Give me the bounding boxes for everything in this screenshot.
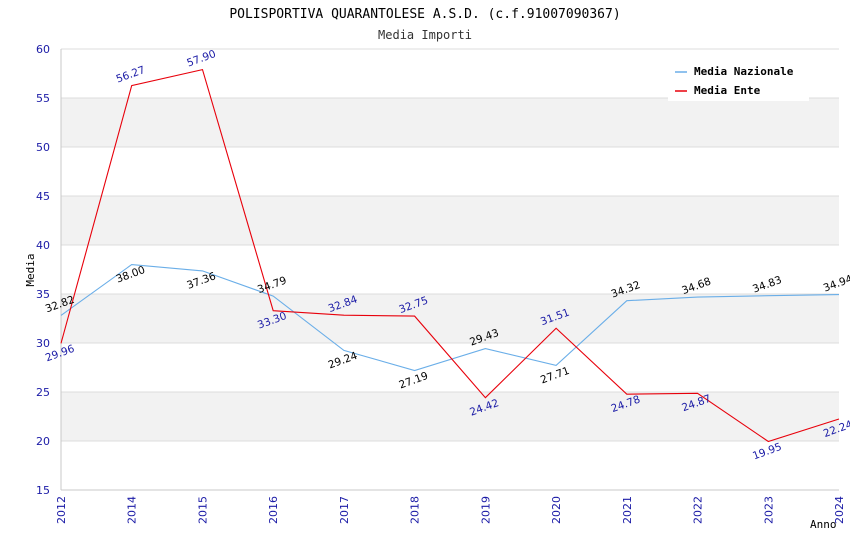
data-label: 27.19 xyxy=(397,370,429,392)
axes xyxy=(60,49,839,491)
x-tick-label: 2020 xyxy=(550,496,563,524)
grid-band xyxy=(61,392,839,441)
data-label: 37.36 xyxy=(185,270,218,292)
data-label: 27.71 xyxy=(539,365,571,387)
data-label: 34.83 xyxy=(751,274,783,296)
x-tick-label: 2018 xyxy=(409,496,422,524)
y-tick-label: 30 xyxy=(36,337,50,350)
data-label: 56.27 xyxy=(115,64,147,86)
series-line-media-nazionale xyxy=(60,264,840,372)
y-tick-label: 35 xyxy=(36,288,50,301)
y-tick-label: 15 xyxy=(36,484,50,497)
y-tick-label: 20 xyxy=(36,435,50,448)
y-tick-label: 45 xyxy=(36,190,50,203)
legend-label: Media Nazionale xyxy=(694,65,794,78)
data-label: 38.00 xyxy=(115,264,147,286)
data-label: 19.95 xyxy=(751,441,783,463)
chart-title: POLISPORTIVA QUARANTOLESE A.S.D. (c.f.91… xyxy=(229,7,620,22)
legend-label: Media Ente xyxy=(694,84,761,97)
legend: Media Nazionale Media Ente xyxy=(668,58,809,101)
data-label: 29.24 xyxy=(327,350,360,372)
x-tick-label: 2023 xyxy=(762,496,775,524)
y-tick-labels: 15 20 25 30 35 40 45 50 55 60 xyxy=(36,43,50,497)
x-tick-label: 2017 xyxy=(338,496,351,524)
y-tick-label: 55 xyxy=(36,92,50,105)
x-tick-label: 2012 xyxy=(55,496,68,524)
x-tick-label: 2014 xyxy=(126,496,139,524)
data-label: 34.94 xyxy=(822,273,850,295)
x-tick-label: 2015 xyxy=(196,496,209,524)
y-tick-label: 25 xyxy=(36,386,50,399)
data-label: 34.79 xyxy=(256,274,288,296)
x-tick-label: 2024 xyxy=(833,496,846,524)
y-tick-label: 60 xyxy=(36,43,50,56)
x-tick-label: 2019 xyxy=(479,496,492,524)
x-tick-label: 2022 xyxy=(692,496,705,524)
grid-band xyxy=(61,98,839,147)
x-tick-labels: 2012 2014 2015 2016 2017 2018 2019 2020 2021 2022… xyxy=(55,496,846,524)
y-tick-label: 50 xyxy=(36,141,50,154)
plot-background-bands xyxy=(61,98,839,441)
x-tick-label: 2021 xyxy=(621,496,634,524)
chart-subtitle: Media Importi xyxy=(378,28,472,42)
y-axis-label: Media xyxy=(24,253,37,286)
x-tick-label: 2016 xyxy=(267,496,280,524)
grid-band xyxy=(61,196,839,245)
x-axis-label: Anno xyxy=(810,518,837,531)
data-label: 57.90 xyxy=(185,48,217,70)
series-line-media-ente xyxy=(60,68,840,443)
grid-band xyxy=(61,294,839,343)
gridlines xyxy=(61,48,839,491)
legend-box xyxy=(668,58,809,101)
series-lines xyxy=(60,68,840,443)
y-tick-label: 40 xyxy=(36,239,50,252)
